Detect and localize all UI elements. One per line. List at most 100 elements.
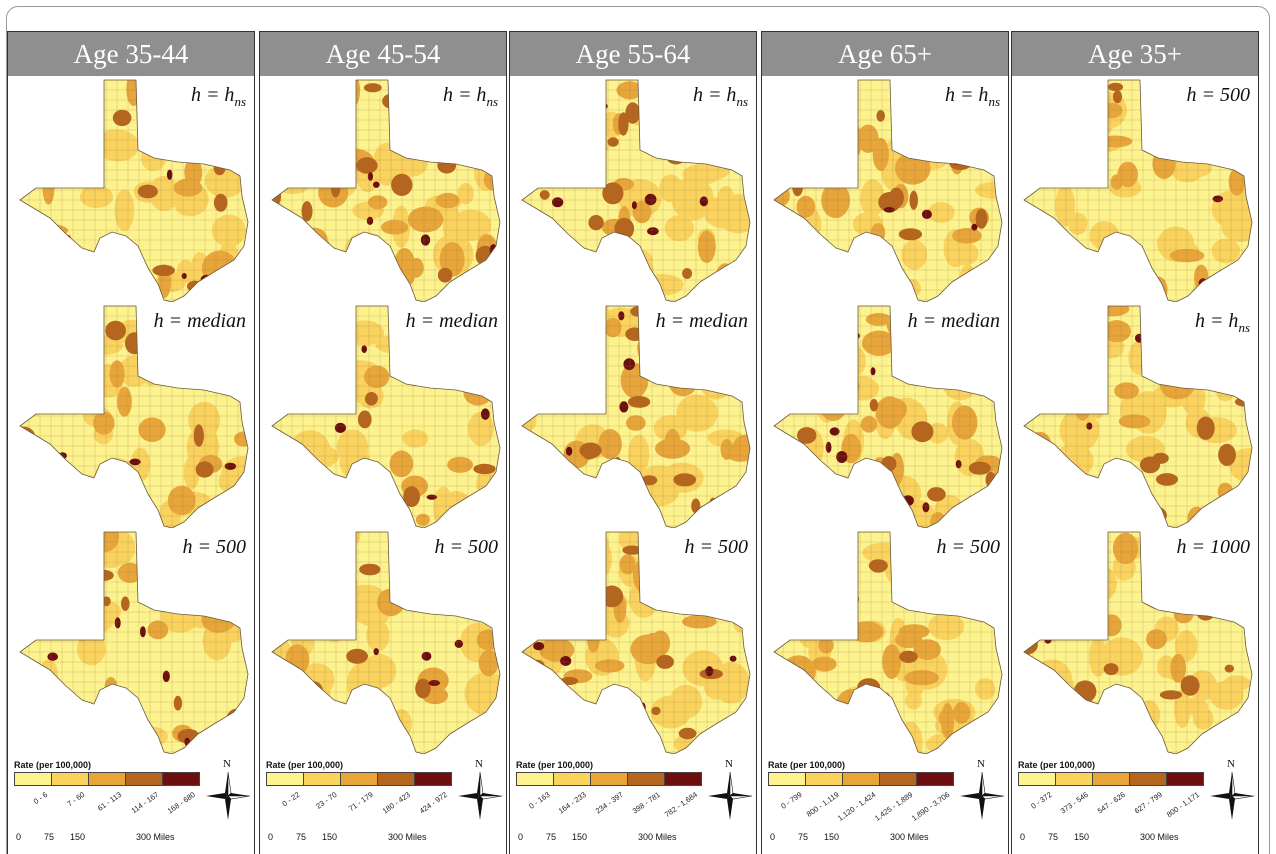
legend-swatch: [1130, 773, 1167, 785]
bandwidth-label: h = hns: [191, 84, 246, 110]
bandwidth-label-text: h = 500: [434, 536, 499, 558]
texas-map: [773, 305, 1003, 528]
bandwidth-label: h = hns: [443, 84, 498, 110]
legend-swatches: [1018, 772, 1204, 786]
scale-bar: 0 75 150 300 Miles: [516, 832, 716, 854]
scale-bar-graphic: [18, 847, 170, 853]
legend-class-label: 168 - 680: [166, 790, 198, 816]
legend-class-label: 782 - 1,684: [662, 790, 700, 820]
map-panel: h = 500: [510, 528, 756, 754]
map-panel: h = hns: [260, 76, 506, 302]
legend-class-label: 7 - 60: [65, 790, 87, 809]
map-legend: Rate (per 100,000) 0 - 372 373 - 546 547 - …: [1012, 758, 1258, 854]
map-panel: h = median: [260, 302, 506, 528]
legend-class-label: 180 - 423: [381, 790, 413, 816]
legend-class-label: 71 - 179: [347, 790, 376, 814]
texas-map: [521, 531, 751, 754]
north-label: N: [475, 758, 483, 770]
age-column: Age 45-54 h = hns h = median h = 500 Rate (p…: [259, 31, 507, 854]
scale-tick-label: 0: [518, 832, 524, 842]
figure-frame: Age 35-44 h = hns h = median h = 500 Rate (p…: [6, 6, 1270, 854]
scale-bar-graphic: [520, 847, 672, 853]
legend-class-label: 547 - 626: [1096, 790, 1128, 816]
legend-class-label: 0 - 799: [778, 790, 804, 811]
north-label: N: [1227, 758, 1235, 770]
column-header: Age 35+: [1012, 32, 1258, 76]
scale-end-label: 300 Miles: [136, 832, 175, 842]
map-legend: Rate (per 100,000) 0 - 163 164 - 233 234 - …: [510, 758, 756, 854]
scale-tick-label: 150: [70, 832, 86, 842]
bandwidth-label-text: h = h: [442, 84, 487, 106]
north-label: N: [725, 758, 733, 770]
scale-bar-graphic: [270, 847, 422, 853]
texas-map: [773, 531, 1003, 754]
texas-map: [1023, 79, 1253, 302]
legend-swatches: [516, 772, 702, 786]
scale-tick-label: 0: [1020, 832, 1026, 842]
legend-swatch: [341, 773, 378, 785]
legend-swatch: [843, 773, 880, 785]
bandwidth-label: h = median: [406, 310, 498, 333]
texas-map: [271, 531, 501, 754]
legend-class-label: 398 - 781: [631, 790, 663, 816]
legend-swatch: [880, 773, 917, 785]
bandwidth-label: h = 500: [1187, 84, 1251, 107]
legend-title: Rate (per 100,000): [516, 760, 594, 770]
bandwidth-label-text: h = 500: [1186, 84, 1251, 106]
legend-swatch: [591, 773, 628, 785]
scale-bar: 0 75 150 300 Miles: [14, 832, 214, 854]
scale-tick-label: 150: [1074, 832, 1090, 842]
age-column: Age 65+ h = hns h = median h = 500 Rate (per…: [761, 31, 1009, 854]
legend-class-label: 0 - 372: [1028, 790, 1054, 811]
texas-map: [521, 305, 751, 528]
legend-swatch: [89, 773, 126, 785]
scale-end-label: 300 Miles: [890, 832, 929, 842]
north-arrow-icon: N: [958, 758, 1006, 820]
bandwidth-label-text: h = h: [944, 84, 989, 106]
bandwidth-label-subscript: ns: [988, 94, 1000, 109]
bandwidth-label: h = 500: [183, 536, 247, 559]
bandwidth-label: h = median: [154, 310, 246, 333]
bandwidth-label: h = 500: [937, 536, 1001, 559]
north-arrow-icon: N: [456, 758, 504, 820]
legend-swatch: [665, 773, 701, 785]
texas-map: [19, 305, 249, 528]
map-panel: h = 1000: [1012, 528, 1258, 754]
texas-outline: [1024, 532, 1252, 754]
legend-swatches: [266, 772, 452, 786]
legend-swatch: [267, 773, 304, 785]
north-arrow-icon: N: [1208, 758, 1256, 820]
legend-title: Rate (per 100,000): [1018, 760, 1096, 770]
texas-map: [1023, 531, 1253, 754]
legend-class-label: 0 - 163: [526, 790, 552, 811]
scale-tick-label: 150: [824, 832, 840, 842]
bandwidth-label: h = 500: [685, 536, 749, 559]
map-legend: Rate (per 100,000) 0 - 799 800 - 1,119 1,12…: [762, 758, 1008, 854]
map-panel: h = hns: [510, 76, 756, 302]
bandwidth-label-text: h = median: [907, 310, 1000, 332]
map-panel: h = median: [510, 302, 756, 528]
column-header: Age 55-64: [510, 32, 756, 76]
map-panel: h = 500: [260, 528, 506, 754]
map-panel: h = median: [762, 302, 1008, 528]
legend-class-label: 1,890 - 3,706: [909, 790, 952, 823]
texas-map: [271, 79, 501, 302]
legend-swatch: [304, 773, 341, 785]
texas-outline: [774, 532, 1002, 754]
bandwidth-label-text: h = 1000: [1176, 536, 1251, 558]
scale-tick-label: 0: [268, 832, 274, 842]
bandwidth-label: h = hns: [1195, 310, 1250, 336]
legend-swatches: [768, 772, 954, 786]
legend-swatch: [1167, 773, 1203, 785]
scale-bar: 0 75 150 300 Miles: [1018, 832, 1218, 854]
legend-swatch: [126, 773, 163, 785]
scale-bar-graphic: [772, 847, 924, 853]
scale-tick-label: 75: [44, 832, 55, 842]
scale-end-label: 300 Miles: [388, 832, 427, 842]
texas-map: [19, 531, 249, 754]
texas-map: [19, 79, 249, 302]
texas-map: [773, 79, 1003, 302]
legend-class-label: 424 - 972: [418, 790, 450, 816]
north-label: N: [223, 758, 231, 770]
north-arrow-icon: N: [204, 758, 252, 820]
